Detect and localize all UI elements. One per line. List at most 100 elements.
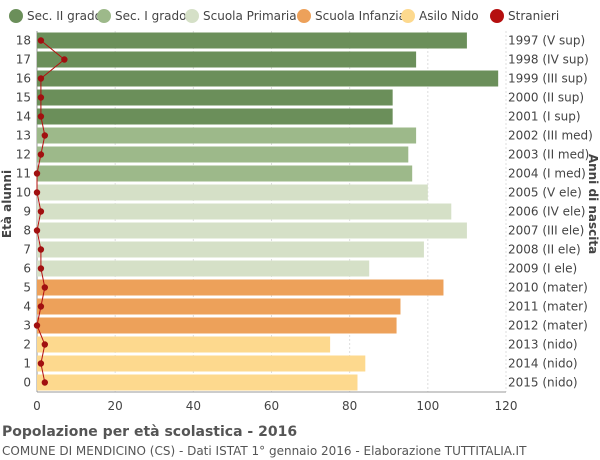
year-label: 2009 (I ele) [508, 262, 577, 276]
bar [37, 184, 428, 201]
year-label: 2013 (nido) [508, 338, 578, 352]
bar [37, 336, 331, 353]
legend-item: Scuola Primaria [185, 9, 297, 23]
age-label: 5 [23, 281, 31, 295]
bar [37, 127, 417, 144]
stranieri-point [41, 341, 49, 348]
bar [37, 51, 417, 68]
right-axis-title: Anni di nascita [586, 154, 600, 254]
age-label: 1 [23, 357, 31, 371]
age-label: 3 [23, 319, 31, 333]
chart-title: Popolazione per età scolastica - 2016 [2, 424, 298, 440]
year-label: 2006 (IV ele) [508, 205, 585, 219]
bar [37, 260, 370, 277]
age-label: 16 [16, 72, 31, 86]
year-label: 2004 (I med) [508, 167, 586, 181]
stranieri-point [33, 189, 41, 196]
age-label: 13 [16, 129, 31, 143]
bar [37, 165, 413, 182]
bar [37, 298, 401, 315]
year-label: 2010 (mater) [508, 281, 588, 295]
bar [37, 146, 409, 163]
age-label: 14 [16, 110, 31, 124]
year-label: 2015 (nido) [508, 376, 578, 390]
legend-label: Sec. II grado [27, 9, 102, 23]
x-tick-label: 120 [495, 399, 518, 413]
stranieri-point [37, 265, 45, 272]
bar [37, 32, 467, 49]
year-label: 2011 (mater) [508, 300, 588, 314]
age-label: 6 [23, 262, 31, 276]
x-tick-label: 100 [416, 399, 439, 413]
stranieri-point [33, 170, 41, 177]
chart: Sec. II grado Sec. I grado Scuola Primaria… [0, 9, 600, 414]
stranieri-point [37, 208, 45, 215]
legend-item: Sec. II grado [9, 9, 102, 23]
year-label: 2008 (II ele) [508, 243, 581, 257]
age-label: 12 [16, 148, 31, 162]
bar [37, 222, 467, 239]
year-label: 1997 (V sup) [508, 34, 585, 48]
year-label: 1998 (IV sup) [508, 53, 589, 67]
legend-label: Stranieri [508, 9, 559, 23]
stranieri-point [37, 113, 45, 120]
age-label: 7 [23, 243, 31, 257]
stranieri-point [37, 303, 45, 310]
legend-item: Scuola Infanzia [297, 9, 406, 23]
legend-marker [9, 9, 23, 23]
bar [37, 317, 397, 334]
legend: Sec. II grado Sec. I grado Scuola Primaria… [9, 9, 559, 23]
age-label: 4 [23, 300, 31, 314]
age-label: 10 [16, 186, 31, 200]
x-tick-label: 40 [186, 399, 201, 413]
x-tick-label: 60 [264, 399, 279, 413]
stranieri-point [37, 37, 45, 44]
x-tick-label: 80 [342, 399, 357, 413]
year-label: 2012 (mater) [508, 319, 588, 333]
age-label: 8 [23, 224, 31, 238]
stranieri-point [37, 360, 45, 367]
stranieri-point [61, 56, 68, 63]
bar [37, 374, 358, 391]
stranieri-point [37, 246, 45, 253]
year-label: 2014 (nido) [508, 357, 578, 371]
age-label: 15 [16, 91, 31, 105]
legend-marker [297, 9, 311, 23]
year-label: 2005 (V ele) [508, 186, 582, 200]
age-label: 9 [23, 205, 31, 219]
age-label: 11 [16, 167, 31, 181]
legend-marker [97, 9, 111, 23]
legend-item: Stranieri [490, 9, 559, 23]
bar [37, 203, 452, 220]
stranieri-point [41, 284, 49, 291]
stranieri-point [37, 151, 45, 158]
age-label: 2 [23, 338, 31, 352]
stranieri-series [33, 37, 68, 386]
legend-label: Asilo Nido [419, 9, 479, 23]
stranieri-point [33, 322, 41, 329]
stranieri-point [37, 94, 45, 101]
bar [37, 241, 424, 258]
legend-marker [185, 9, 199, 23]
year-label: 1999 (III sup) [508, 72, 588, 86]
bar [37, 70, 499, 87]
bar [37, 89, 393, 106]
year-label: 2000 (II sup) [508, 91, 584, 105]
bar [37, 108, 393, 125]
legend-item: Sec. I grado [97, 9, 186, 23]
year-label: 2002 (III med) [508, 129, 593, 143]
stranieri-point [33, 227, 41, 234]
x-tick-label: 0 [33, 399, 41, 413]
chart-subtitle: COMUNE DI MENDICINO (CS) - Dati ISTAT 1°… [2, 444, 527, 458]
age-label: 0 [23, 376, 31, 390]
legend-marker [401, 9, 415, 23]
year-label: 2003 (II med) [508, 148, 589, 162]
stranieri-point [41, 379, 49, 386]
legend-marker [490, 9, 504, 23]
legend-label: Scuola Primaria [203, 9, 297, 23]
bars [37, 32, 499, 391]
left-axis-title: Età alunni [0, 170, 14, 238]
legend-item: Asilo Nido [401, 9, 479, 23]
bar [37, 355, 366, 372]
